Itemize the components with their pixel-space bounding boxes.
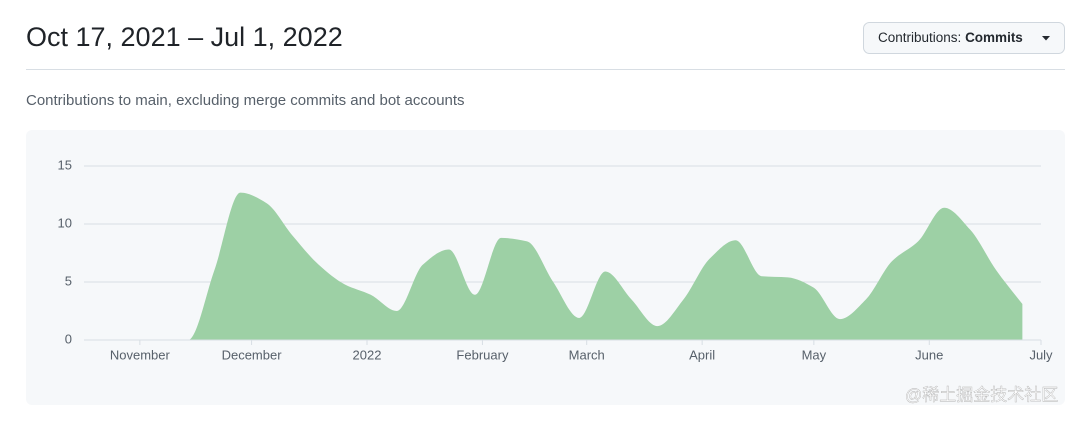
button-label[interactable]: Contributions: <box>878 30 961 45</box>
plot: 0 5 10 15 November December 2022 February March A… <box>58 157 1054 362</box>
area <box>84 192 1023 340</box>
x-tick-label: July <box>1029 347 1053 362</box>
button-text[interactable]: Contributions: Commits <box>878 30 1023 45</box>
button-bg[interactable] <box>863 22 1065 54</box>
watermark: @稀土掘金技术社区 <box>905 385 1058 404</box>
x-tick-label: February <box>456 347 509 362</box>
x-tick-label: June <box>915 347 943 362</box>
x-tick-label: March <box>569 347 605 362</box>
x-tick-label: 2022 <box>353 347 382 362</box>
y-tick-label: 15 <box>58 157 72 172</box>
x-tick-label: November <box>110 347 171 362</box>
y-tick-label: 5 <box>65 273 72 288</box>
x-tick-label: May <box>802 347 827 362</box>
x-tick-label: April <box>689 347 715 362</box>
caret[interactable] <box>1042 36 1050 41</box>
y-tick-label: 10 <box>58 215 72 230</box>
contributions-button[interactable]: Contributions: Commits <box>863 22 1065 54</box>
title: Oct 17, 2021 – Jul 1, 2022 <box>26 22 343 52</box>
y-tick-label: 0 <box>65 331 72 346</box>
x-tick-label: December <box>222 347 283 362</box>
button-value[interactable]: Commits <box>965 30 1023 45</box>
subtitle: Contributions to main, excluding merge c… <box>26 92 465 109</box>
